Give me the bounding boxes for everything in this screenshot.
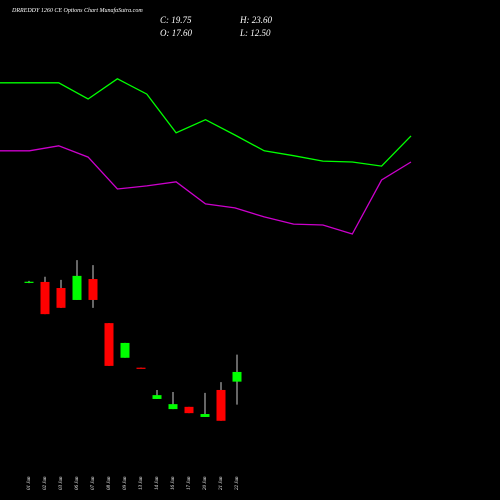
candle-body bbox=[72, 275, 82, 300]
line-series bbox=[0, 78, 412, 167]
x-tick-label: 22 Jan bbox=[235, 476, 240, 490]
x-tick-label: 08 Jan bbox=[107, 476, 112, 490]
x-tick-label: 17 Jan bbox=[187, 476, 192, 490]
candle-body bbox=[168, 404, 178, 410]
candle-body bbox=[40, 281, 50, 315]
x-tick-label: 20 Jan bbox=[203, 476, 208, 490]
candle-body bbox=[232, 371, 242, 382]
candle-body bbox=[104, 323, 114, 366]
candle-body bbox=[120, 342, 130, 358]
candle-body bbox=[88, 279, 98, 300]
x-tick-label: 13 Jan bbox=[139, 476, 144, 490]
candle-body bbox=[216, 389, 226, 421]
x-tick-label: 09 Jan bbox=[123, 476, 128, 490]
close-text: C: 19.75 bbox=[160, 15, 192, 25]
low-text: L: 12.50 bbox=[239, 28, 271, 38]
chart-title: DRREDDY 1260 CE Options Chart MunafaSutr… bbox=[11, 7, 143, 14]
x-tick-label: 14 Jan bbox=[155, 476, 160, 490]
candle-body bbox=[152, 395, 162, 399]
x-tick-label: 03 Jan bbox=[59, 476, 64, 490]
candle-body bbox=[136, 367, 146, 369]
candle-body bbox=[24, 281, 34, 283]
x-tick-label: 02 Jan bbox=[43, 476, 48, 490]
candle-body bbox=[56, 288, 66, 308]
candle-body bbox=[184, 406, 194, 414]
x-tick-label: 16 Jan bbox=[171, 476, 176, 490]
x-tick-label: 21 Jan bbox=[219, 476, 224, 490]
x-tick-label: 01 Jan bbox=[27, 476, 32, 490]
candle-body bbox=[200, 414, 210, 417]
high-text: H: 23.60 bbox=[239, 15, 272, 25]
x-tick-label: 07 Jan bbox=[91, 476, 96, 490]
line-series bbox=[0, 145, 412, 235]
x-tick-label: 06 Jan bbox=[75, 476, 80, 490]
open-text: O: 17.60 bbox=[160, 28, 192, 38]
